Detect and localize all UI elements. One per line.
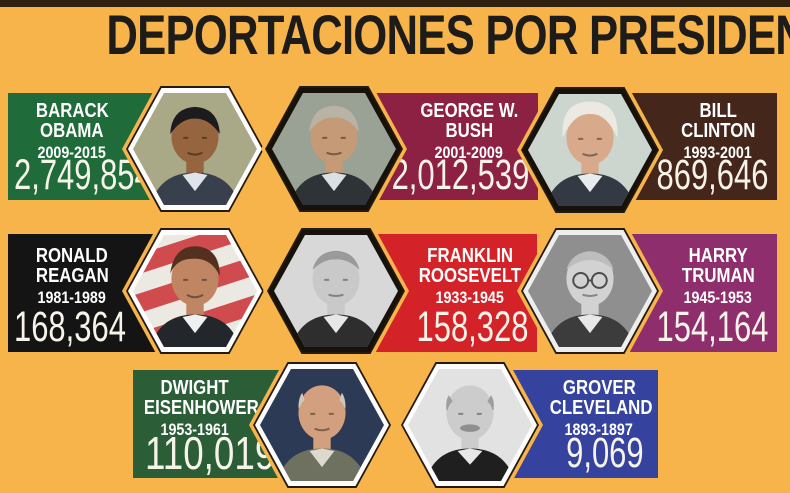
president-name-line1: DWIGHT (160, 377, 230, 399)
clinton-photo-hexagon (517, 83, 663, 217)
president-name-line1: BARACK (35, 100, 109, 122)
president-name-line2: BUSH (445, 120, 493, 142)
obama-name-block: BARACK OBAMA 2009-2015 (8, 101, 136, 162)
deportation-count: 9,069 (566, 429, 644, 477)
reagan-photo-hexagon (122, 224, 268, 358)
president-name-line2: TRUMAN (681, 265, 755, 287)
president-name-line1: BILL (699, 100, 737, 122)
term-years: 1945-1953 (683, 288, 753, 307)
eisenhower-photo-hexagon (249, 358, 395, 492)
truman-photo-hexagon (517, 224, 663, 358)
obama-photo (133, 93, 257, 205)
clinton-name-block: BILL CLINTON 1993-2001 (659, 101, 777, 162)
term-years: 1993-2001 (683, 143, 753, 162)
term-years: 1953-1961 (160, 420, 230, 439)
president-name-line2: ROOSEVELT (418, 265, 522, 287)
glasses-icon (572, 272, 608, 289)
term-years: 1933-1945 (435, 288, 505, 307)
term-years: 1981-1989 (37, 288, 107, 307)
president-name-line1: GEORGE W. (419, 100, 519, 122)
truman-photo (528, 235, 652, 347)
page-title-text: DEPORTACIONES POR PRESIDENTE (106, 3, 790, 66)
deportation-count: 158,328 (416, 303, 528, 351)
president-name-line2: OBAMA (40, 120, 104, 142)
deportation-count: 110,019 (145, 427, 276, 479)
term-years: 1893-1897 (564, 420, 634, 439)
president-name-line1: FRANKLIN (427, 245, 513, 267)
president-name-line2: CLEVELAND (549, 397, 653, 419)
president-name-line1: HARRY (688, 245, 748, 267)
obama-photo-hexagon (122, 82, 268, 216)
roosevelt-name-block: FRANKLIN ROOSEVELT 1933-1945 (403, 246, 537, 307)
cleveland-photo-hexagon (397, 358, 543, 492)
obama-portrait (133, 93, 257, 205)
bush-name-block: GEORGE W. BUSH 2001-2009 (400, 101, 538, 162)
president-name-line1: GROVER (562, 377, 636, 399)
roosevelt-photo-hexagon (263, 224, 409, 358)
deportation-count: 869,646 (656, 151, 768, 199)
eisenhower-name-block: DWIGHT EISENHOWER 1953-1961 (133, 377, 259, 439)
clinton-photo (528, 94, 652, 206)
bush-photo-hexagon (261, 82, 407, 216)
president-name-line2: CLINTON (680, 120, 756, 142)
term-years: 2001-2009 (434, 143, 504, 162)
deportation-count: 2,012,539 (391, 151, 529, 199)
cleveland-name-block: GROVER CLEVELAND 1893-1897 (540, 378, 658, 439)
top-strip (0, 0, 790, 7)
truman-name-block: HARRY TRUMAN 1945-1953 (659, 246, 777, 307)
president-name-line1: RONALD (36, 245, 108, 267)
deportation-count: 154,164 (656, 303, 768, 351)
term-years: 2009-2015 (37, 143, 107, 162)
page-title: DEPORTACIONES POR PRESIDENTE (0, 6, 790, 64)
mustache-icon (460, 424, 480, 432)
president-name-line2: EISENHOWER (143, 397, 259, 419)
clinton-portrait (528, 94, 652, 206)
truman-portrait (528, 235, 652, 347)
deportation-count: 168,364 (14, 303, 126, 351)
reagan-name-block: RONALD REAGAN 1981-1989 (8, 246, 136, 307)
president-name-line2: REAGAN (35, 265, 109, 287)
